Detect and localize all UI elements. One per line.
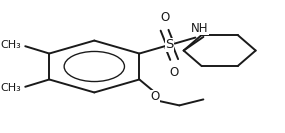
Text: S: S (165, 38, 174, 51)
Text: O: O (151, 90, 160, 103)
Text: CH₃: CH₃ (1, 83, 21, 93)
Text: NH: NH (191, 22, 208, 35)
Text: O: O (160, 11, 169, 24)
Text: O: O (170, 66, 179, 79)
Text: CH₃: CH₃ (1, 40, 21, 50)
